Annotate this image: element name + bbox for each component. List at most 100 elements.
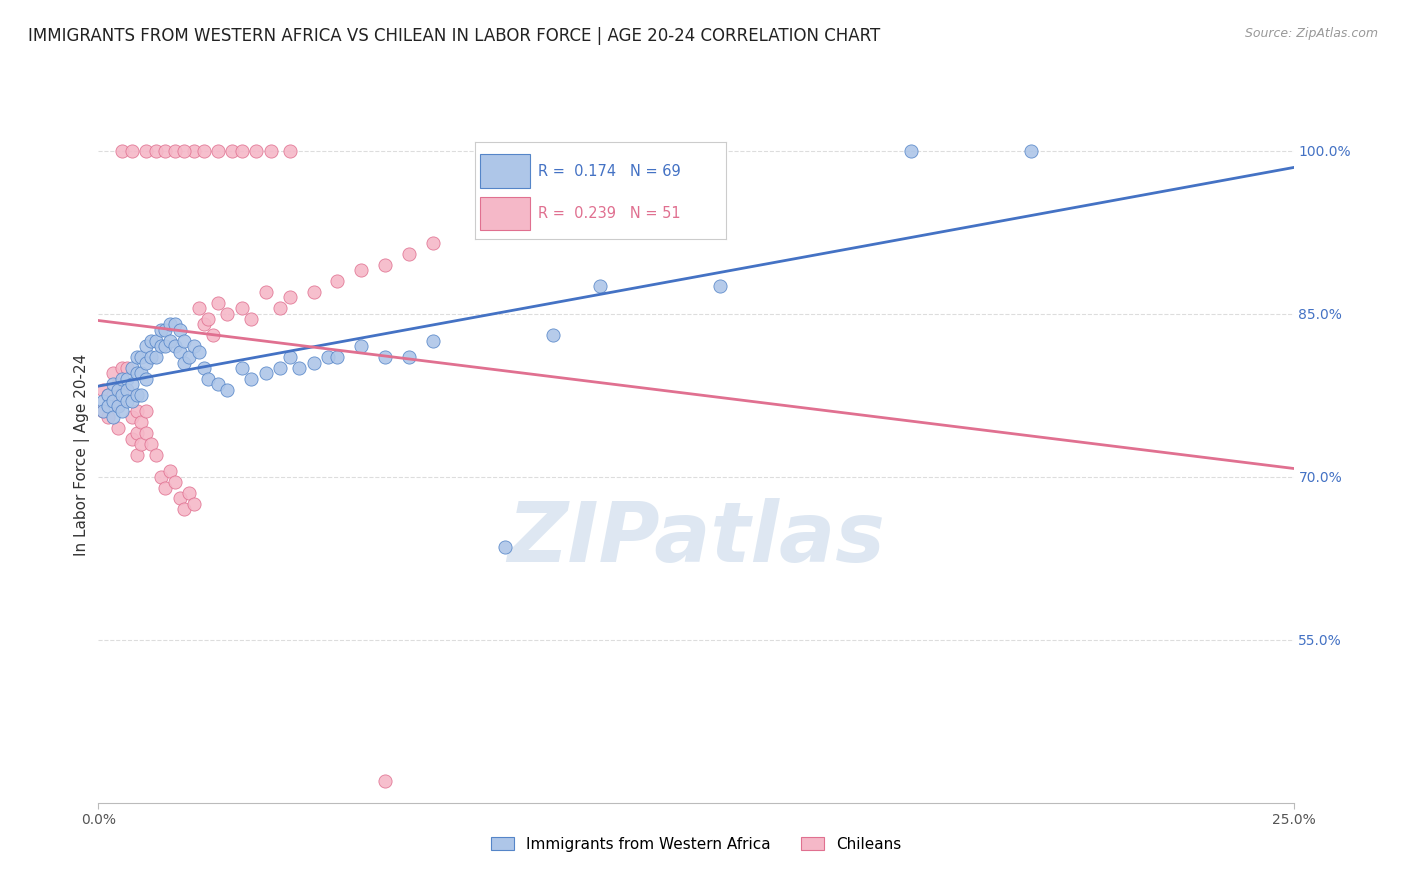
Point: [398, 247, 420, 261]
Point: [131, 437, 153, 451]
Point: [135, 339, 157, 353]
Point: [111, 383, 134, 397]
Point: [494, 541, 516, 555]
Point: [422, 334, 444, 348]
Text: IMMIGRANTS FROM WESTERN AFRICA VS CHILEAN IN LABOR FORCE | AGE 20-24 CORRELATION: IMMIGRANTS FROM WESTERN AFRICA VS CHILEA…: [28, 27, 880, 45]
Text: ZIPatlas: ZIPatlas: [508, 498, 884, 579]
Point: [374, 350, 396, 364]
Point: [121, 409, 143, 424]
Point: [900, 144, 922, 158]
Point: [163, 339, 186, 353]
Point: [589, 279, 612, 293]
Point: [207, 377, 229, 392]
Point: [121, 432, 143, 446]
Point: [207, 144, 229, 158]
Point: [111, 360, 134, 375]
Point: [121, 360, 143, 375]
Point: [135, 426, 157, 441]
Point: [316, 350, 339, 364]
Point: [91, 383, 114, 397]
Point: [107, 377, 129, 392]
Point: [107, 383, 129, 397]
Point: [115, 383, 138, 397]
Point: [240, 312, 263, 326]
Point: [183, 339, 205, 353]
Point: [269, 301, 291, 315]
Point: [91, 404, 114, 418]
Point: [107, 421, 129, 435]
Point: [125, 448, 148, 462]
Point: [350, 263, 373, 277]
Point: [97, 388, 120, 402]
Point: [173, 355, 195, 369]
Point: [422, 235, 444, 250]
Point: [135, 355, 157, 369]
Point: [661, 144, 683, 158]
Point: [97, 399, 120, 413]
Point: [169, 344, 191, 359]
Point: [326, 350, 349, 364]
Point: [254, 285, 277, 299]
Point: [125, 350, 148, 364]
Point: [288, 360, 311, 375]
Point: [121, 377, 143, 392]
Point: [269, 360, 291, 375]
Point: [169, 323, 191, 337]
Point: [101, 393, 124, 408]
Point: [111, 372, 134, 386]
Point: [179, 486, 201, 500]
Point: [139, 334, 162, 348]
Point: [221, 144, 243, 158]
Point: [155, 144, 177, 158]
Point: [115, 360, 138, 375]
Point: [187, 301, 209, 315]
Point: [217, 383, 239, 397]
Point: [139, 350, 162, 364]
Point: [163, 318, 186, 332]
Point: [207, 295, 229, 310]
Point: [183, 497, 205, 511]
Point: [374, 774, 396, 789]
Point: [121, 393, 143, 408]
Point: [163, 475, 186, 489]
Point: [135, 144, 157, 158]
Point: [193, 144, 215, 158]
Point: [131, 388, 153, 402]
Point: [149, 469, 172, 483]
Point: [107, 399, 129, 413]
Point: [111, 404, 134, 418]
Point: [398, 350, 420, 364]
Point: [169, 491, 191, 506]
Point: [374, 258, 396, 272]
Point: [155, 339, 177, 353]
Point: [97, 409, 120, 424]
Point: [111, 144, 134, 158]
Point: [125, 388, 148, 402]
Point: [231, 360, 253, 375]
Point: [163, 144, 186, 158]
Point: [91, 404, 114, 418]
Point: [125, 426, 148, 441]
Point: [183, 144, 205, 158]
Point: [202, 328, 225, 343]
Point: [259, 144, 281, 158]
Point: [131, 367, 153, 381]
Point: [101, 388, 124, 402]
Point: [155, 481, 177, 495]
Point: [1019, 144, 1042, 158]
Point: [231, 144, 253, 158]
Point: [541, 328, 564, 343]
Y-axis label: In Labor Force | Age 20-24: In Labor Force | Age 20-24: [75, 354, 90, 556]
Point: [278, 290, 301, 304]
Point: [245, 144, 267, 158]
Point: [302, 355, 325, 369]
Point: [101, 409, 124, 424]
Point: [107, 399, 129, 413]
Point: [155, 323, 177, 337]
Point: [217, 307, 239, 321]
Point: [159, 464, 181, 478]
Point: [125, 367, 148, 381]
Point: [173, 334, 195, 348]
Point: [179, 350, 201, 364]
Point: [278, 144, 301, 158]
